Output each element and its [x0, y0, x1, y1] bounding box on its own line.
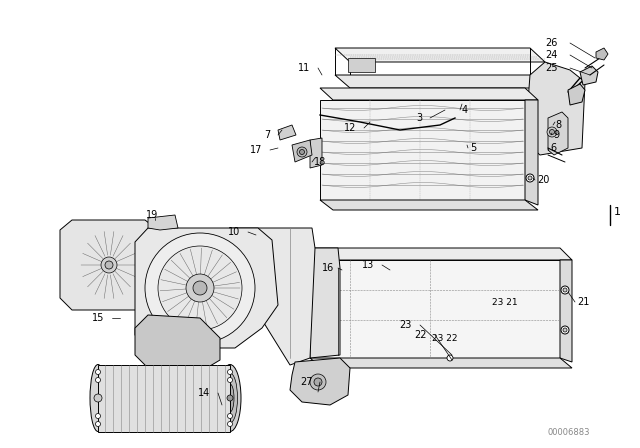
Polygon shape — [310, 358, 572, 368]
Circle shape — [526, 174, 534, 182]
Circle shape — [468, 110, 476, 118]
Circle shape — [94, 394, 102, 402]
Ellipse shape — [226, 384, 234, 412]
Circle shape — [297, 147, 307, 157]
Polygon shape — [278, 125, 296, 140]
Polygon shape — [596, 48, 608, 60]
Text: 4: 4 — [462, 105, 468, 115]
Circle shape — [95, 414, 100, 418]
Circle shape — [310, 374, 326, 390]
Polygon shape — [310, 138, 322, 168]
Polygon shape — [148, 215, 178, 230]
Text: 00006883: 00006883 — [548, 427, 591, 436]
Circle shape — [105, 261, 113, 269]
Text: 6: 6 — [550, 143, 556, 153]
Circle shape — [550, 129, 554, 134]
Text: 21: 21 — [577, 297, 589, 307]
Polygon shape — [310, 260, 560, 358]
Circle shape — [561, 286, 569, 294]
Circle shape — [186, 274, 214, 302]
Circle shape — [101, 257, 117, 273]
Text: 23 21: 23 21 — [492, 297, 518, 306]
Polygon shape — [560, 260, 572, 362]
Text: 14: 14 — [198, 388, 210, 398]
Text: 27: 27 — [301, 377, 313, 387]
Polygon shape — [525, 100, 538, 205]
Text: 10: 10 — [228, 227, 240, 237]
Circle shape — [158, 246, 242, 330]
Circle shape — [300, 150, 305, 155]
Polygon shape — [135, 228, 278, 348]
Polygon shape — [348, 58, 375, 72]
Polygon shape — [455, 92, 490, 138]
Polygon shape — [228, 228, 315, 365]
Circle shape — [95, 378, 100, 383]
Text: 17: 17 — [250, 145, 262, 155]
Circle shape — [469, 139, 475, 145]
Circle shape — [227, 370, 232, 375]
Polygon shape — [580, 66, 598, 85]
Circle shape — [561, 326, 569, 334]
Text: 3: 3 — [416, 113, 422, 123]
Polygon shape — [60, 220, 158, 310]
Text: 8: 8 — [555, 120, 561, 130]
Polygon shape — [310, 248, 340, 358]
Text: 11: 11 — [298, 63, 310, 73]
Text: 16: 16 — [322, 263, 334, 273]
Text: 19: 19 — [146, 210, 158, 220]
Text: 23 22: 23 22 — [432, 333, 458, 343]
Text: 9: 9 — [553, 130, 559, 140]
Circle shape — [95, 422, 100, 426]
Polygon shape — [548, 112, 568, 155]
Text: 24: 24 — [546, 50, 558, 60]
Circle shape — [466, 136, 478, 148]
Text: 26: 26 — [546, 38, 558, 48]
Ellipse shape — [223, 373, 237, 423]
Circle shape — [464, 106, 480, 122]
Circle shape — [227, 414, 232, 418]
Polygon shape — [310, 248, 572, 260]
Polygon shape — [335, 48, 545, 62]
Circle shape — [95, 370, 100, 375]
Circle shape — [145, 233, 255, 343]
Text: 15: 15 — [92, 313, 104, 323]
Text: 20: 20 — [537, 175, 549, 185]
Polygon shape — [98, 365, 230, 432]
Polygon shape — [135, 315, 220, 372]
Text: 5: 5 — [470, 143, 476, 153]
Polygon shape — [320, 100, 525, 200]
Polygon shape — [455, 132, 490, 152]
Circle shape — [447, 355, 453, 361]
Circle shape — [563, 328, 567, 332]
Text: 1: 1 — [614, 207, 621, 217]
Circle shape — [563, 288, 567, 292]
Circle shape — [193, 281, 207, 295]
Polygon shape — [320, 200, 538, 210]
Text: 12: 12 — [344, 123, 356, 133]
Polygon shape — [335, 75, 545, 88]
Text: 7: 7 — [264, 130, 270, 140]
Polygon shape — [525, 62, 585, 155]
Ellipse shape — [219, 365, 241, 431]
Text: 18: 18 — [314, 157, 326, 167]
Ellipse shape — [75, 225, 143, 305]
Circle shape — [227, 422, 232, 426]
Circle shape — [227, 395, 233, 401]
Polygon shape — [568, 84, 585, 105]
Ellipse shape — [90, 365, 106, 431]
Text: 25: 25 — [545, 63, 558, 73]
Circle shape — [314, 378, 322, 386]
Circle shape — [528, 176, 532, 180]
Circle shape — [227, 378, 232, 383]
Text: 13: 13 — [362, 260, 374, 270]
Text: 23: 23 — [399, 320, 412, 330]
Polygon shape — [320, 88, 538, 100]
Text: 22: 22 — [415, 330, 427, 340]
Polygon shape — [290, 358, 350, 405]
Polygon shape — [292, 140, 312, 162]
Circle shape — [547, 127, 557, 137]
